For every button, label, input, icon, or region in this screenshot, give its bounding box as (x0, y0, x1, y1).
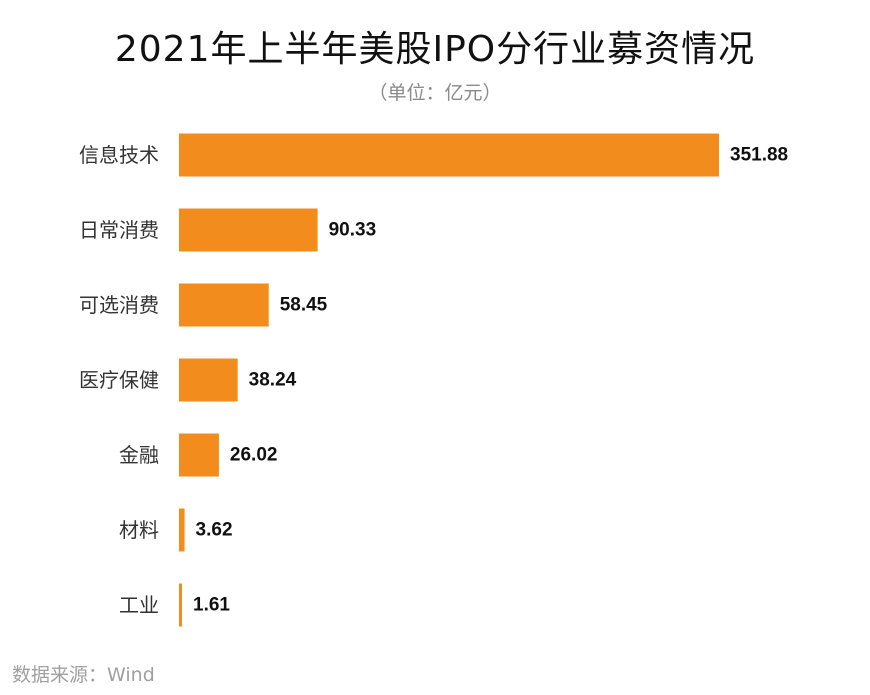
value-label: 1.61 (193, 595, 230, 616)
bar-4 (179, 433, 219, 477)
bar-1 (179, 208, 318, 252)
value-label: 351.88 (730, 145, 788, 166)
bar-6 (179, 583, 182, 627)
bar-2 (179, 283, 269, 327)
category-label: 信息技术 (79, 143, 159, 167)
value-label: 58.45 (280, 295, 328, 316)
value-label: 90.33 (329, 220, 377, 241)
category-label: 可选消费 (79, 293, 159, 317)
category-label: 日常消费 (79, 218, 159, 242)
category-label: 金融 (119, 443, 159, 467)
data-source: 数据来源：Wind (12, 664, 155, 686)
category-label: 材料 (119, 518, 159, 542)
value-label: 3.62 (196, 520, 233, 541)
category-label: 医疗保健 (79, 368, 159, 392)
bar-0 (179, 133, 719, 177)
value-label: 38.24 (249, 370, 297, 391)
category-label: 工业 (119, 593, 159, 617)
bar-5 (179, 508, 185, 552)
bar-3 (179, 358, 238, 402)
value-label: 26.02 (230, 445, 278, 466)
chart-title: 2021年上半年美股IPO分行业募资情况 (114, 29, 756, 70)
chart-subtitle: （单位：亿元） (368, 82, 502, 104)
